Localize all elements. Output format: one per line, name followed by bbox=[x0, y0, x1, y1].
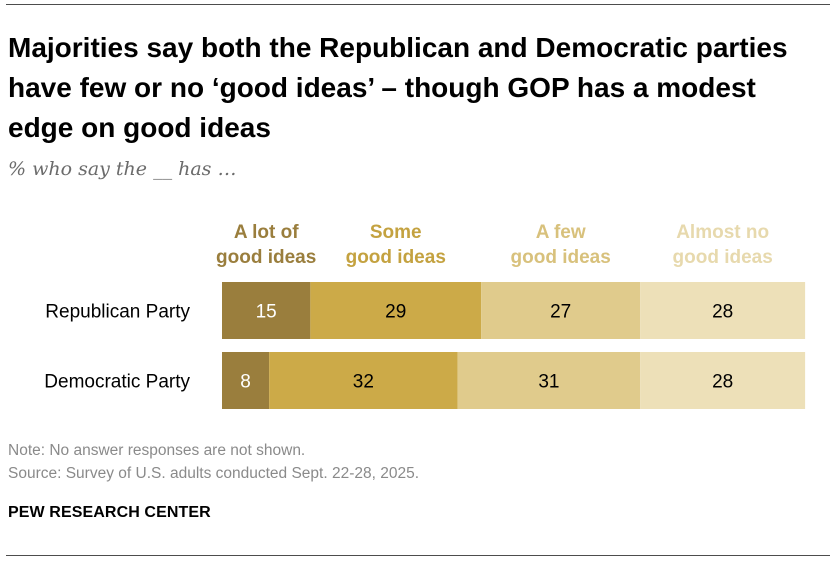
value-label-r1-s1: 15 bbox=[256, 302, 277, 323]
legend-label-4: Almost no good ideas bbox=[673, 222, 773, 268]
bottom-rule bbox=[6, 555, 830, 556]
bar-segment-r1-s1 bbox=[222, 282, 311, 339]
chart-source: Source: Survey of U.S. adults conducted … bbox=[8, 465, 419, 482]
category-labels: Republican Party Democratic Party bbox=[44, 302, 190, 393]
category-label-1: Republican Party bbox=[45, 302, 190, 323]
value-label-r1-s4: 28 bbox=[712, 302, 733, 323]
value-label-r1-s2: 29 bbox=[385, 302, 406, 323]
value-label-r2-s1: 8 bbox=[240, 372, 251, 393]
legend-label-3: A few good ideas bbox=[511, 222, 611, 268]
value-labels: 15 29 27 28 8 32 31 28 bbox=[240, 302, 733, 393]
value-label-r1-s3: 27 bbox=[550, 302, 571, 323]
value-label-r2-s4: 28 bbox=[712, 372, 733, 393]
bar-segment-r1-s3 bbox=[481, 282, 641, 339]
bar-segment-r2-s1 bbox=[222, 352, 270, 409]
value-label-r2-s2: 32 bbox=[353, 372, 374, 393]
category-label-2: Democratic Party bbox=[44, 372, 190, 393]
bar-segment-r1-s2 bbox=[310, 282, 482, 339]
chart-subtitle: % who say the __ has … bbox=[8, 158, 237, 180]
bar-segment-r2-s3 bbox=[457, 352, 641, 409]
bar-segment-r2-s2 bbox=[269, 352, 458, 409]
chart-title: Majorities say both the Republican and D… bbox=[8, 32, 788, 143]
legend-label-1: A lot of good ideas bbox=[216, 222, 316, 268]
bars bbox=[222, 282, 806, 409]
legend: A lot of good ideas Some good ideas A few goo… bbox=[216, 222, 773, 268]
chart-note: Note: No answer responses are not shown. bbox=[8, 442, 306, 459]
bar-segment-r2-s4 bbox=[640, 352, 806, 409]
bar-segment-r1-s4 bbox=[640, 282, 806, 339]
value-label-r2-s3: 31 bbox=[538, 372, 559, 393]
top-rule bbox=[6, 4, 830, 5]
stacked-bar-chart: A lot of good ideas Some good ideas A few goo… bbox=[44, 222, 806, 409]
legend-label-2: Some good ideas bbox=[346, 222, 446, 268]
brand-logo-text: PEW RESEARCH CENTER bbox=[8, 504, 211, 521]
